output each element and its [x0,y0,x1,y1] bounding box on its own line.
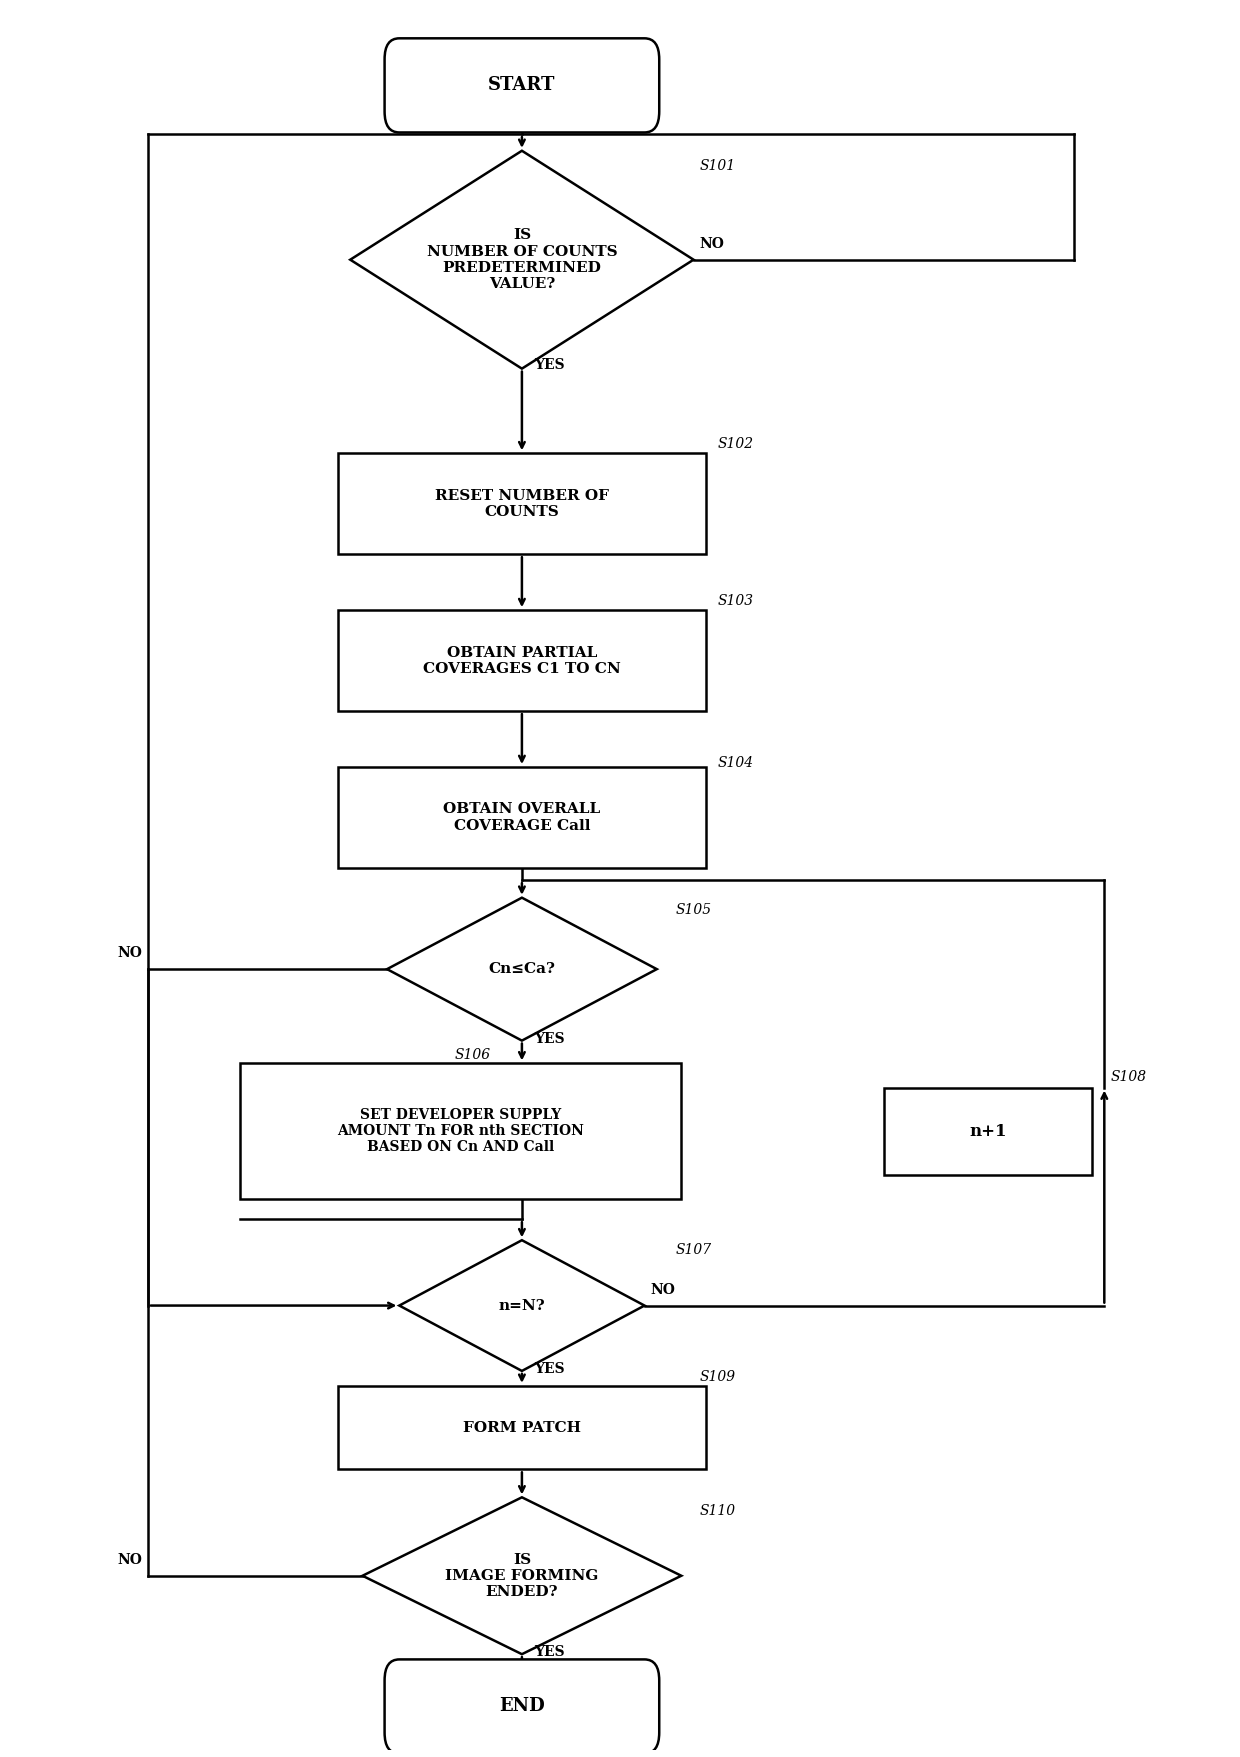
Bar [239,1063,681,1200]
Text: S101: S101 [699,158,735,172]
Text: FORM PATCH: FORM PATCH [463,1421,580,1434]
Bar [339,610,706,712]
Text: NO: NO [117,1553,141,1567]
Text: S108: S108 [1111,1070,1147,1084]
Text: S105: S105 [675,903,712,917]
Polygon shape [387,898,657,1040]
Text: YES: YES [534,1362,564,1376]
Polygon shape [350,151,693,369]
Text: SET DEVELOPER SUPPLY
AMOUNT Tn FOR nth SECTION
BASED ON Cn AND Call: SET DEVELOPER SUPPLY AMOUNT Tn FOR nth S… [337,1109,584,1154]
FancyBboxPatch shape [384,39,660,132]
Polygon shape [399,1240,645,1370]
Text: YES: YES [534,358,564,372]
Text: IS
NUMBER OF COUNTS
PREDETERMINED
VALUE?: IS NUMBER OF COUNTS PREDETERMINED VALUE? [427,228,618,292]
Text: IS
IMAGE FORMING
ENDED?: IS IMAGE FORMING ENDED? [445,1553,599,1599]
Text: NO: NO [117,947,141,961]
Bar [339,453,706,553]
FancyBboxPatch shape [384,1659,660,1753]
Text: OBTAIN OVERALL
COVERAGE Call: OBTAIN OVERALL COVERAGE Call [443,803,600,833]
Bar [884,1088,1092,1175]
Bar [339,768,706,868]
Text: S110: S110 [699,1504,735,1518]
Text: YES: YES [534,1031,564,1045]
Text: START: START [489,76,556,95]
Bar [339,1386,706,1469]
Text: NO: NO [651,1283,676,1297]
Text: Cn≤Ca?: Cn≤Ca? [489,963,556,977]
Text: OBTAIN PARTIAL
COVERAGES C1 TO CN: OBTAIN PARTIAL COVERAGES C1 TO CN [423,645,621,676]
Text: n+1: n+1 [970,1123,1007,1140]
Text: S102: S102 [718,437,754,452]
Text: YES: YES [534,1645,564,1659]
Text: S103: S103 [718,594,754,608]
Text: n=N?: n=N? [498,1298,546,1312]
Text: NO: NO [699,237,724,251]
Text: END: END [498,1697,544,1715]
Polygon shape [362,1497,681,1653]
Text: S106: S106 [455,1047,491,1061]
Text: S104: S104 [718,757,754,770]
Text: RESET NUMBER OF
COUNTS: RESET NUMBER OF COUNTS [435,488,609,518]
Text: S109: S109 [699,1370,735,1385]
Text: S107: S107 [675,1242,712,1256]
